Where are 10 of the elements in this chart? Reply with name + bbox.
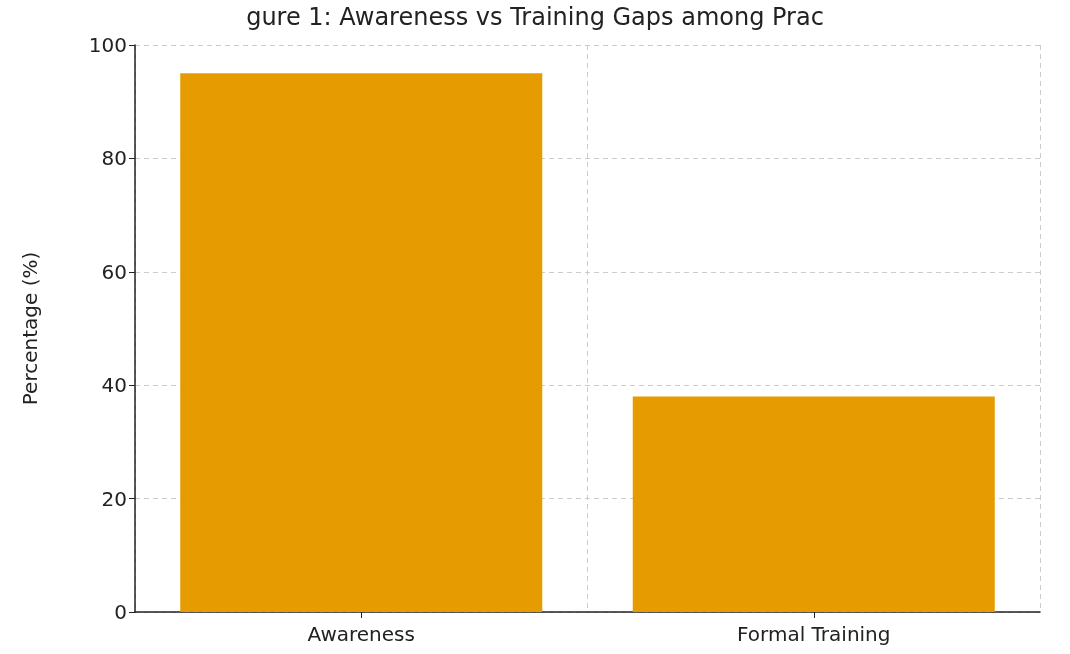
chart-title: gure 1: Awareness vs Training Gaps among Prac xyxy=(246,3,824,31)
y-tick-label: 20 xyxy=(101,486,127,511)
y-tick-label: 60 xyxy=(101,259,127,284)
y-tick-label: 0 xyxy=(114,600,127,624)
y-axis-title: Percentage (%) xyxy=(18,251,42,406)
y-tick-label: 100 xyxy=(88,33,127,57)
y-tick-label: 80 xyxy=(101,146,127,171)
x-tick-label: Formal Training xyxy=(737,622,891,646)
x-tick-label: Awareness xyxy=(307,622,415,646)
y-tick-label: 40 xyxy=(101,373,127,398)
